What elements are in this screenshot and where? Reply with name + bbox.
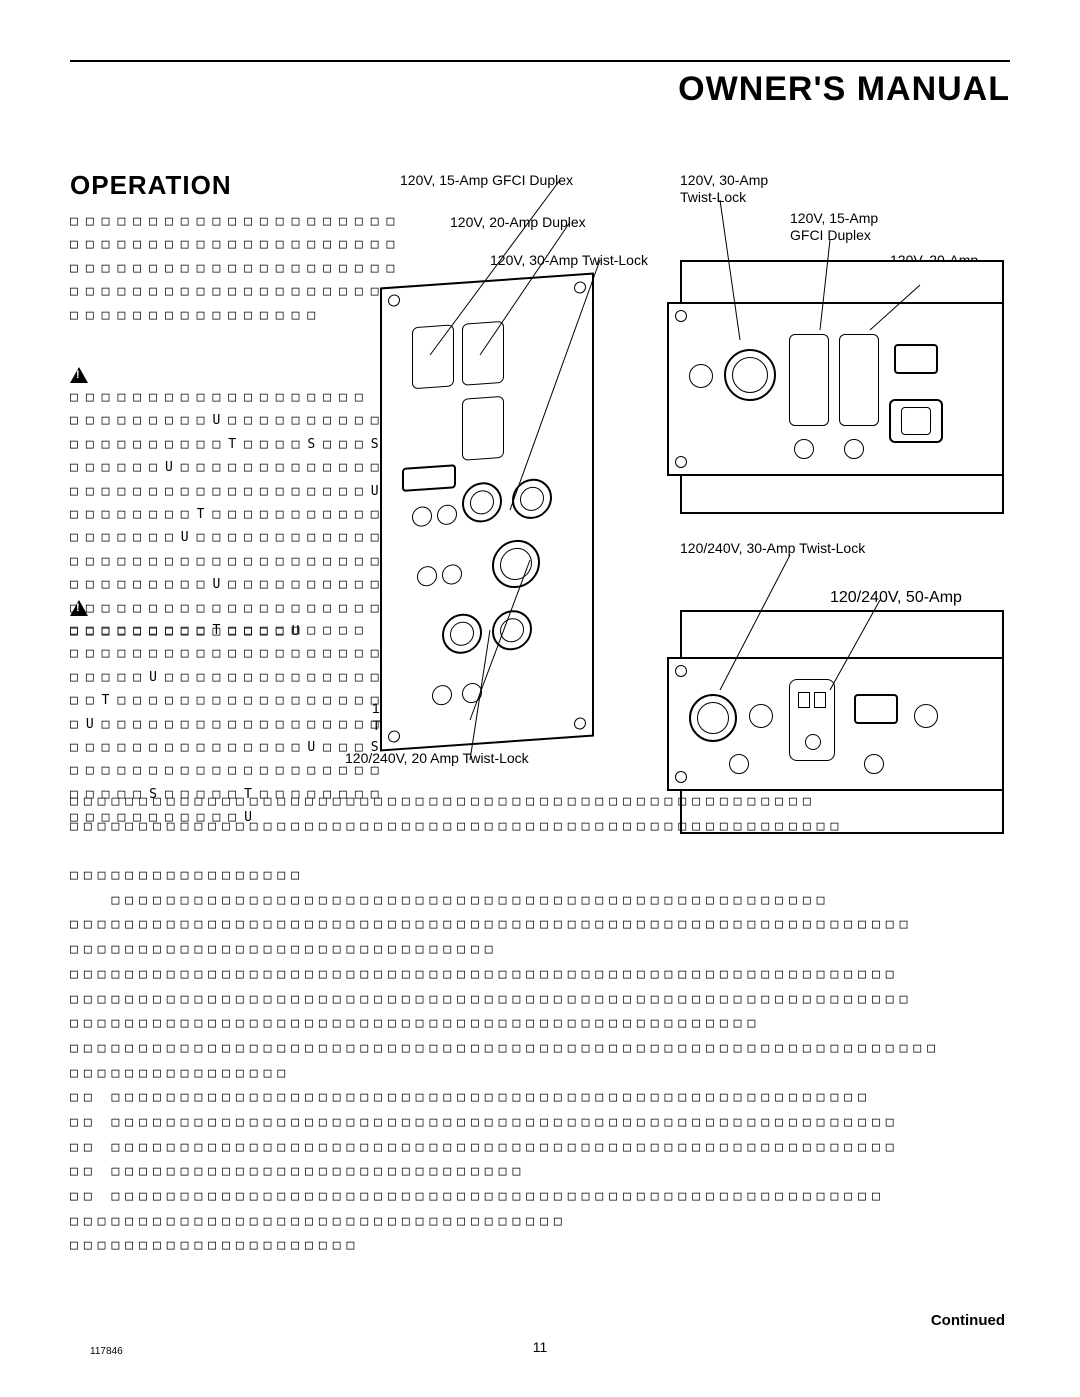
panel-face: [667, 302, 1004, 476]
doc-number: 117846: [90, 1346, 123, 1357]
label-20a-duplex: 120V, 20-Amp Duplex: [450, 214, 586, 231]
body-block-1: □□□□□□□□□□□□□□□□□□□□□ □□□□□□□□□□□□□□□□□□…: [70, 210, 390, 327]
body-block-lower: □□□□□□□□□□□□□□□□□□□□□□□□□□□□□□□□□□□□□□□□…: [70, 790, 1010, 1259]
outlet-duplex: [462, 321, 504, 386]
page-number: 11: [0, 1339, 1080, 1355]
label-30a-twist: 120V, 30-Amp Twist-Lock: [490, 252, 648, 269]
outlet-twistlock: [492, 609, 532, 652]
breaker-button: [864, 754, 884, 774]
rocker-inner: [901, 407, 931, 435]
label-gfci-15a: 120V, 15-Amp GFCI Duplex: [400, 172, 573, 189]
warning-icon: [70, 600, 88, 616]
outlet-twistlock: [512, 477, 552, 520]
screw-icon: [675, 771, 687, 783]
outlet-twistlock: [462, 481, 502, 524]
breaker-button: [417, 565, 437, 586]
breaker-button: [794, 439, 814, 459]
breaker-button: [729, 754, 749, 774]
outlet-duplex: [789, 334, 829, 426]
outlet-twistlock: [724, 349, 776, 401]
screw-icon: [574, 281, 586, 294]
screw-icon: [675, 310, 687, 322]
rocker-switch: [889, 399, 943, 443]
prong: [798, 692, 810, 708]
outlet-twistlock: [442, 612, 482, 655]
breaker-button: [442, 564, 462, 585]
prong: [814, 692, 826, 708]
breaker-button: [462, 682, 482, 703]
continued-label: Continued: [931, 1312, 1005, 1329]
breaker: [402, 464, 456, 492]
screw-icon: [574, 717, 586, 730]
page: OWNER'S MANUAL OPERATION 120V, 15-Amp GF…: [0, 0, 1080, 1397]
section-title: OPERATION: [70, 170, 232, 201]
label-30a-twist-r: 120V, 30-Amp Twist-Lock: [680, 172, 768, 206]
outlet-twistlock: [492, 538, 540, 589]
breaker-button: [689, 364, 713, 388]
left-panel-diagram: [380, 273, 594, 752]
label-15a-gfci-r: 120V, 15-Amp GFCI Duplex: [790, 210, 878, 244]
breaker-button: [432, 684, 452, 705]
glyph-row: □□□□□□□□□□□□□□□□□□□□□□□□□□□□□□□□□□□□□□□□…: [70, 790, 1010, 1259]
switch: [854, 694, 898, 724]
glyph-row: □□□□□□□□□□□□□□□□□□□□□ □□□□□□□□□□□□□□□□□□…: [70, 210, 390, 327]
outlet-duplex: [462, 396, 504, 461]
right-panel-1: [680, 260, 1004, 514]
prong: [805, 734, 821, 750]
screw-icon: [675, 456, 687, 468]
outlet-duplex: [839, 334, 879, 426]
outlet-50a: [789, 679, 835, 761]
breaker-button: [437, 504, 457, 525]
screw-icon: [675, 665, 687, 677]
breaker-button: [749, 704, 773, 728]
glyph-row: □□□□□□□□□T□□□□□□□□□: [70, 623, 371, 638]
outlet-twistlock: [689, 694, 737, 742]
label-240-50a: 120/240V, 50-Amp: [830, 588, 962, 607]
outlet-duplex: [412, 324, 454, 389]
glyph-row: □□□□□□□□□□□□□□□□□□□: [70, 390, 371, 405]
page-header: OWNER'S MANUAL: [70, 70, 1010, 109]
breaker-button: [412, 506, 432, 527]
panel-face: [667, 657, 1004, 791]
breaker-button: [844, 439, 864, 459]
warning-icon: [70, 367, 88, 383]
label-240-30a: 120/240V, 30-Amp Twist-Lock: [680, 540, 865, 557]
screw-icon: [388, 294, 400, 307]
top-rule: [70, 60, 1010, 62]
breaker-button: [914, 704, 938, 728]
screw-icon: [388, 730, 400, 743]
switch: [894, 344, 938, 374]
